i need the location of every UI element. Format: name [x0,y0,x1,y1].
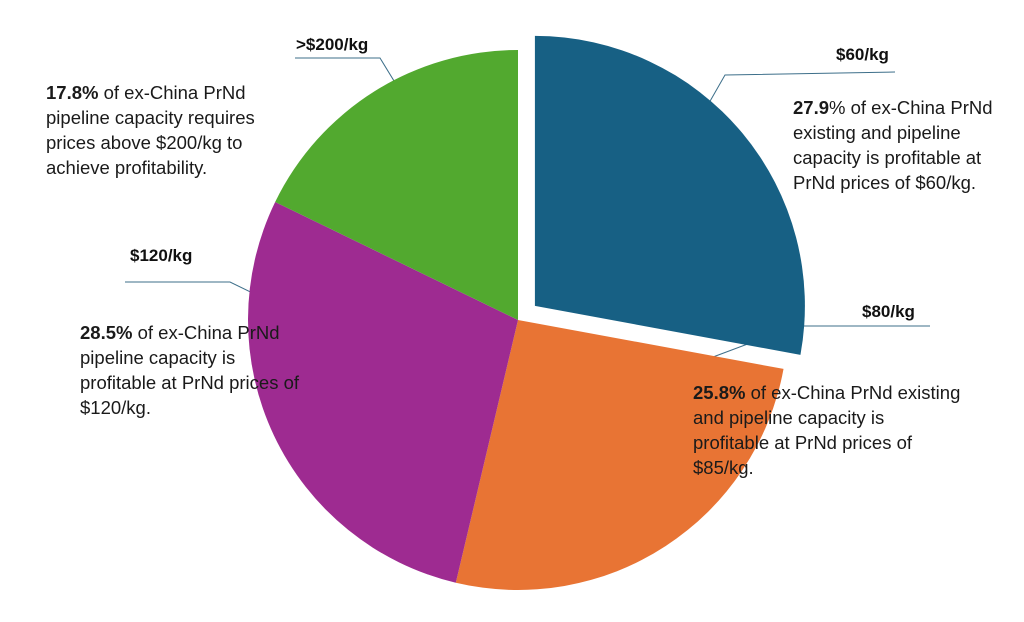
annotation-200: 17.8% of ex-China PrNd pipeline capacity… [46,80,291,180]
leader-line-60 [704,71,896,111]
slice-label-80: $80/kg [862,302,915,321]
annotation-80: 25.8% of ex-China PrNd existing and pipe… [693,380,963,480]
annotation-120: 28.5% of ex-China PrNd pipeline capacity… [80,320,310,420]
slice-label-60: $60/kg [836,45,889,64]
annotation-60-value: 27.9 [793,97,830,118]
slice-label-120: $120/kg [130,246,193,265]
annotation-200-text: of ex-China PrNd pipeline capacity requi… [46,82,255,178]
pie-slices [248,35,805,590]
annotation-200-value: 17.8% [46,82,99,103]
annotation-60: 27.9% of ex-China PrNd existing and pipe… [793,95,998,195]
annotation-80-text: of ex-China PrNd existing and pipeline c… [693,382,961,478]
slice-80 [455,320,784,590]
annotation-120-text: of ex-China PrNd pipeline capacity is pr… [80,322,300,418]
slice-120 [248,201,518,583]
annotation-120-value: 28.5% [80,322,133,343]
slice-200 [275,50,518,320]
slice-60 [534,35,805,355]
slice-label-200: >$200/kg [296,35,369,54]
annotation-80-value: 25.8% [693,382,746,403]
annotation-60-text: % of ex-China PrNd existing and pipeline… [793,97,993,193]
